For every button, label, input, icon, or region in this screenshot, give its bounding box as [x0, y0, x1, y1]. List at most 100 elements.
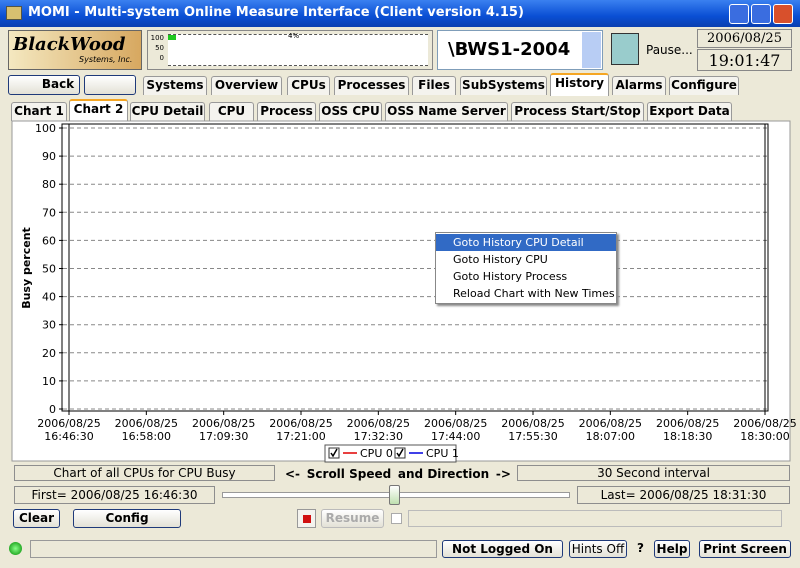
legend-label: CPU 0 [360, 447, 393, 460]
x-tick-label: 2006/08/25 17:32:30 [347, 417, 410, 443]
legend-label: CPU 1 [426, 447, 459, 460]
x-tick-label: 2006/08/25 16:58:00 [115, 417, 178, 443]
tab[interactable]: Files [412, 76, 456, 95]
system-name: \BWS1-2004 [448, 39, 571, 60]
x-tick-label: 2006/08/25 17:44:00 [424, 417, 487, 443]
y-tick-label: 90 [42, 150, 56, 163]
interval-display: 30 Second interval [517, 465, 790, 481]
y-axis-label: Busy percent [20, 227, 33, 309]
menu-item[interactable]: Goto History CPU [453, 253, 548, 266]
tab[interactable]: SubSystems [460, 76, 547, 95]
hints-button[interactable]: Hints Off [569, 540, 627, 558]
subtab[interactable]: CPU Detail [130, 102, 205, 121]
y-tick-label: 50 [42, 263, 56, 276]
maximize-button[interactable] [751, 4, 771, 24]
gauge-tick: 0 [159, 54, 164, 62]
tab[interactable]: Configure [669, 76, 739, 95]
x-tick-label: 2006/08/25 18:18:30 [656, 417, 719, 443]
menu-item[interactable]: Goto History Process [453, 270, 568, 283]
legend-box [324, 444, 457, 463]
help-question[interactable]: ? [637, 541, 644, 555]
x-tick-label: 2006/08/25 17:55:30 [501, 417, 564, 443]
y-tick-label: 40 [42, 291, 56, 304]
chart-description: Chart of all CPUs for CPU Busy [14, 465, 275, 481]
gauge-ticks: 100 50 0 [150, 33, 164, 63]
y-tick-label: 30 [42, 319, 56, 332]
print-button[interactable]: Print Screen [699, 540, 791, 558]
date-display: 2006/08/25 [697, 29, 792, 48]
subtab[interactable]: Process Start/Stop [511, 102, 644, 121]
clear-button[interactable]: Clear [13, 509, 60, 528]
y-tick-label: 0 [49, 403, 56, 416]
x-tick-label: 2006/08/25 18:07:00 [579, 417, 642, 443]
login-button[interactable]: Not Logged On [442, 540, 563, 558]
tab[interactable]: Processes [334, 76, 409, 95]
menu-item[interactable]: Reload Chart with New Times [453, 287, 615, 300]
status-field [30, 540, 437, 558]
close-button[interactable] [773, 4, 793, 24]
subtab[interactable]: Chart 1 [11, 102, 67, 121]
window-title: MOMI - Multi-system Online Measure Inter… [28, 5, 524, 20]
legend: CPU 0 CPU 1 [324, 444, 459, 463]
resume-checkbox[interactable] [391, 513, 402, 524]
system-combo[interactable]: \BWS1-2004 [437, 30, 603, 70]
title-bar: MOMI - Multi-system Online Measure Inter… [0, 0, 800, 27]
config-button[interactable]: Config [73, 509, 181, 528]
first-time: First= 2006/08/25 16:46:30 [14, 486, 215, 504]
back-label: Back [41, 77, 75, 91]
scroll-text: and Direction [397, 467, 490, 481]
tab-active[interactable]: History [550, 73, 609, 96]
help-button[interactable]: Help [654, 540, 690, 558]
context-menu: Goto History CPU Detail Goto History CPU… [435, 232, 617, 304]
tab[interactable]: Alarms [612, 76, 666, 95]
resume-button[interactable]: Resume [321, 509, 384, 528]
legend-check [330, 448, 338, 458]
scroll-right: -> [495, 467, 511, 481]
y-tick-label: 70 [42, 206, 56, 219]
x-tick-label: 2006/08/25 17:21:00 [269, 417, 332, 443]
subtab-active[interactable]: Chart 2 [69, 99, 128, 121]
y-tick-label: 60 [42, 234, 56, 247]
app-icon [6, 6, 22, 20]
gauge-tick: 100 [150, 34, 164, 42]
tab[interactable]: Systems [143, 76, 207, 95]
time-display: 19:01:47 [697, 49, 792, 71]
subtab[interactable]: Export Data [647, 102, 732, 121]
menu-item[interactable]: Goto History CPU Detail [436, 234, 616, 251]
gauge-track: 4% [168, 32, 428, 66]
scroll-text: Scroll Speed [306, 467, 392, 481]
forward-button[interactable] [84, 75, 136, 95]
subtab[interactable]: Process [257, 102, 316, 121]
plot-area [61, 123, 769, 412]
logo-text: BlackWood [13, 34, 126, 55]
tab[interactable]: Overview [211, 76, 282, 95]
minimize-button[interactable] [729, 4, 749, 24]
progress-field [408, 510, 782, 527]
logo-subtext: Systems, Inc. [79, 55, 133, 64]
y-tick-label: 100 [35, 122, 56, 135]
x-tick-label: 2006/08/25 17:09:30 [192, 417, 255, 443]
back-button[interactable]: Back [8, 75, 80, 95]
legend-check [396, 448, 404, 458]
combo-arrow[interactable] [582, 32, 601, 68]
record-button[interactable] [297, 509, 316, 528]
logo: BlackWood Systems, Inc. [8, 30, 142, 70]
subtab[interactable]: OSS Name Server [385, 102, 508, 121]
scroll-left: <- [285, 467, 301, 481]
cpu-gauge: 100 50 0 4% [147, 30, 433, 70]
slider-thumb[interactable] [389, 485, 400, 505]
x-tick-label: 2006/08/25 16:46:30 [37, 417, 100, 443]
y-tick-label: 20 [42, 347, 56, 360]
x-tick-label: 2006/08/25 18:30:00 [733, 417, 796, 443]
tab[interactable]: CPUs [287, 76, 330, 95]
gauge-label: 4% [288, 32, 300, 40]
gauge-bar [168, 35, 176, 40]
subtab[interactable]: OSS CPU [319, 102, 382, 121]
y-tick-label: 80 [42, 178, 56, 191]
subtab[interactable]: CPU [209, 102, 254, 121]
pause-icon[interactable] [611, 33, 639, 65]
scroll-label: <- Scroll Speed and Direction -> [285, 467, 511, 481]
status-light [9, 542, 22, 555]
